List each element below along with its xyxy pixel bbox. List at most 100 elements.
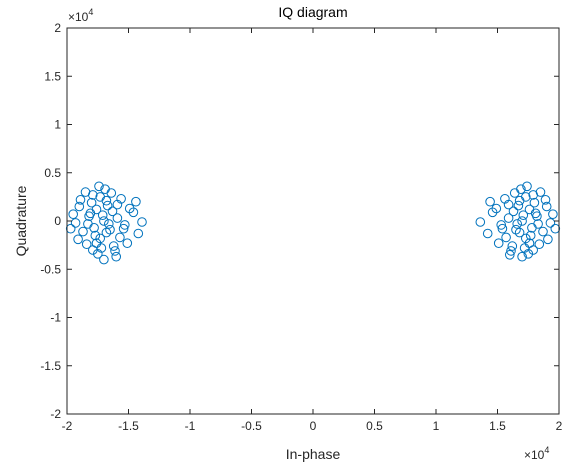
- scatter-point: [108, 241, 119, 251]
- x-tick-label: 1.5: [489, 419, 506, 433]
- scatter-point: [518, 210, 529, 220]
- scatter-point: [68, 209, 78, 219]
- scatter-point: [86, 197, 97, 208]
- scatter-point: [105, 224, 115, 235]
- x-tick-label: 0.5: [366, 419, 383, 433]
- scatter-point: [525, 230, 536, 241]
- scatter-point: [550, 223, 561, 234]
- scatter-point: [107, 206, 118, 217]
- scatter-point: [496, 220, 507, 230]
- scatter-point: [65, 223, 76, 234]
- scatter-point: [529, 197, 540, 208]
- axes-box: [66, 27, 560, 415]
- scatter-point: [70, 218, 81, 228]
- scatter-point: [131, 196, 141, 207]
- scatter-point: [503, 213, 514, 223]
- scatter-point: [513, 200, 524, 211]
- scatter-point: [511, 224, 521, 235]
- scatter-point: [73, 234, 83, 245]
- y-tick-label: 0: [54, 214, 61, 228]
- scatter-point: [538, 226, 548, 237]
- scatter-point: [133, 228, 144, 239]
- scatter-point: [112, 199, 123, 210]
- scatter-point: [485, 196, 495, 207]
- scatter-point: [530, 208, 541, 219]
- scatter-point: [497, 223, 508, 234]
- scatter-point: [80, 187, 91, 197]
- y-tick-label: 1: [54, 118, 61, 132]
- scatter-point: [528, 245, 539, 255]
- scatter-point: [78, 226, 88, 237]
- scatter-point: [491, 203, 502, 214]
- scatter-point: [124, 203, 135, 214]
- y-exponent-label: ×104: [68, 7, 93, 24]
- y-tick-label: 1.5: [44, 69, 61, 83]
- scatter-point: [517, 216, 527, 226]
- scatter-point: [505, 250, 515, 260]
- scatter-point: [122, 238, 133, 248]
- scatter-point: [533, 219, 543, 229]
- scatter-point: [94, 181, 104, 192]
- scatter-point: [104, 219, 114, 229]
- scatter-point: [493, 238, 504, 248]
- scatter-point: [95, 192, 105, 202]
- scatter-point: [545, 218, 556, 228]
- scatter-point: [83, 219, 93, 229]
- svg-text:×104: ×104: [68, 7, 93, 24]
- scatter-point: [137, 217, 147, 227]
- scatter-point: [512, 219, 523, 229]
- scatter-point: [540, 195, 551, 205]
- scatter-point: [517, 251, 527, 262]
- scatter-point: [501, 232, 511, 243]
- scatter-point: [475, 217, 486, 227]
- scatter-point: [514, 227, 525, 238]
- scatter-point: [534, 239, 545, 249]
- scatter-point: [482, 228, 493, 239]
- scatter-point: [548, 209, 558, 219]
- scatter-point: [75, 195, 86, 205]
- x-tick-label: 1: [433, 419, 440, 433]
- y-tick-label: -1.5: [40, 359, 61, 373]
- scatter-point: [509, 188, 520, 198]
- y-tick-label: -2: [50, 407, 61, 421]
- x-exponent-label: ×104: [524, 445, 549, 462]
- scatter-point: [95, 233, 105, 244]
- scatter-point: [74, 201, 85, 212]
- y-tick-label: -1: [50, 311, 61, 325]
- y-tick-label: 0.5: [44, 166, 61, 180]
- scatter-point: [90, 230, 101, 241]
- scatter-point: [527, 223, 537, 233]
- x-tick-label: -0.5: [241, 419, 262, 433]
- scatter-point: [120, 220, 130, 230]
- scatter-point: [102, 200, 113, 211]
- scatter-point: [115, 232, 125, 243]
- chart-title: IQ diagram: [278, 4, 347, 20]
- scatter-point: [99, 216, 109, 226]
- scatter-point: [97, 210, 108, 220]
- scatter-point: [118, 223, 129, 234]
- scatter-point: [88, 245, 98, 255]
- y-tick-label: -0.5: [40, 262, 61, 276]
- y-tick-label: 2: [54, 21, 61, 35]
- scatter-point: [101, 227, 112, 238]
- y-axis-label: Quadrature: [13, 185, 29, 256]
- scatter-point: [111, 251, 121, 262]
- scatter-point: [112, 213, 123, 223]
- scatter-point: [506, 246, 516, 256]
- plot-area: -2 -1.5 -1 -0.5 0 0.5 1 1.5 2 -2 -1.5 -1 -0.5 0 0.5 1 1.…: [40, 21, 562, 433]
- scatter-point: [521, 192, 531, 202]
- scatter-point: [81, 239, 92, 249]
- svg-text:×104: ×104: [524, 445, 549, 462]
- scatter-point: [508, 206, 519, 217]
- scatter-point: [535, 187, 546, 197]
- scatter-point: [541, 201, 552, 212]
- x-tick-label: 2: [556, 419, 563, 433]
- scatter-point: [110, 246, 120, 256]
- x-axis-label: In-phase: [286, 446, 341, 462]
- x-tick-label: -2: [62, 419, 73, 433]
- scatter-point: [503, 199, 514, 210]
- scatter-point: [521, 233, 531, 244]
- x-tick-label: -1.5: [118, 419, 139, 433]
- scatter-point: [85, 208, 96, 219]
